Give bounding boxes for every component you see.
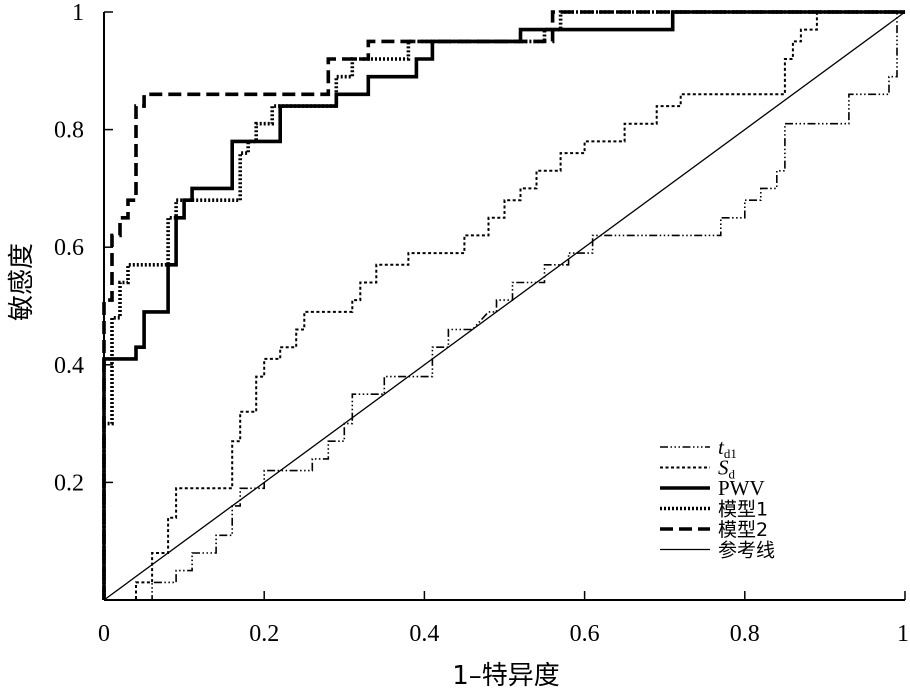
legend-label-2: Sd [718, 456, 736, 482]
legend-label-5: 模型2 [718, 519, 768, 541]
legend-label-4: 模型1 [718, 499, 768, 521]
x-tick-group: 0 0.2 0.4 0.6 0.8 1 [98, 591, 909, 647]
x-tick-label: 0.2 [249, 621, 279, 647]
series-layer [102, 10, 906, 601]
x-tick-label: 0 [98, 621, 110, 647]
x-tick-label: 0.4 [409, 621, 439, 647]
x-tick-label: 1 [897, 621, 909, 647]
y-tick-label: 1 [72, 0, 84, 26]
y-tick-group: 0.2 0.4 0.6 0.8 1 [54, 0, 113, 496]
plot-area: 0 0.2 0.4 0.6 0.8 1 0.2 0.4 0.6 0.8 1 [54, 0, 909, 647]
legend-label-1: td1 [718, 435, 737, 461]
series-line-2 [104, 11, 905, 601]
series-line-5 [102, 10, 905, 600]
y-tick-label: 0.6 [54, 235, 84, 261]
y-tick-label: 0.4 [54, 353, 84, 379]
series-line-1 [104, 11, 905, 601]
legend-label-3: PWV [718, 476, 765, 500]
series-line-6 [103, 11, 906, 601]
x-tick-label: 0.8 [730, 621, 760, 647]
y-axis-label: 敏感度 [7, 243, 37, 321]
x-tick-label: 0.6 [570, 621, 600, 647]
legend-label-6: 参考线 [718, 540, 775, 562]
y-tick-label: 0.8 [54, 118, 84, 144]
x-axis-label: 1–特异度 [452, 661, 560, 691]
y-tick-label: 0.2 [54, 470, 84, 496]
